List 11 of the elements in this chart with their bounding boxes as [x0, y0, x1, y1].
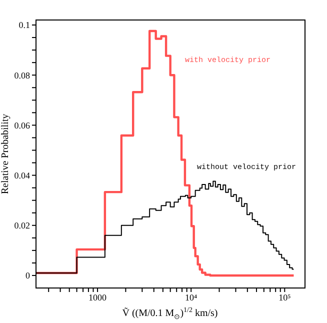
x-tick-label: 10⁴ — [185, 292, 198, 302]
y-tick-label: 0.08 — [14, 70, 30, 80]
y-axis-title: Relative Probability — [0, 114, 11, 194]
y-tick-label: 0.04 — [14, 170, 30, 180]
x-tick-label: 10⁵ — [278, 292, 291, 302]
y-tick-label: 0.02 — [14, 220, 30, 231]
y-tick-label: 0.1 — [18, 20, 30, 30]
x-axis-title: Ṽ ((M/0.1 M$_{⊙}$)$^{1/2}$ km/s) — [122, 306, 218, 321]
y-tick-label: 0.06 — [14, 120, 30, 130]
x-tick-label: 1000 — [88, 292, 108, 302]
y-tick-label: 0 — [26, 270, 30, 281]
